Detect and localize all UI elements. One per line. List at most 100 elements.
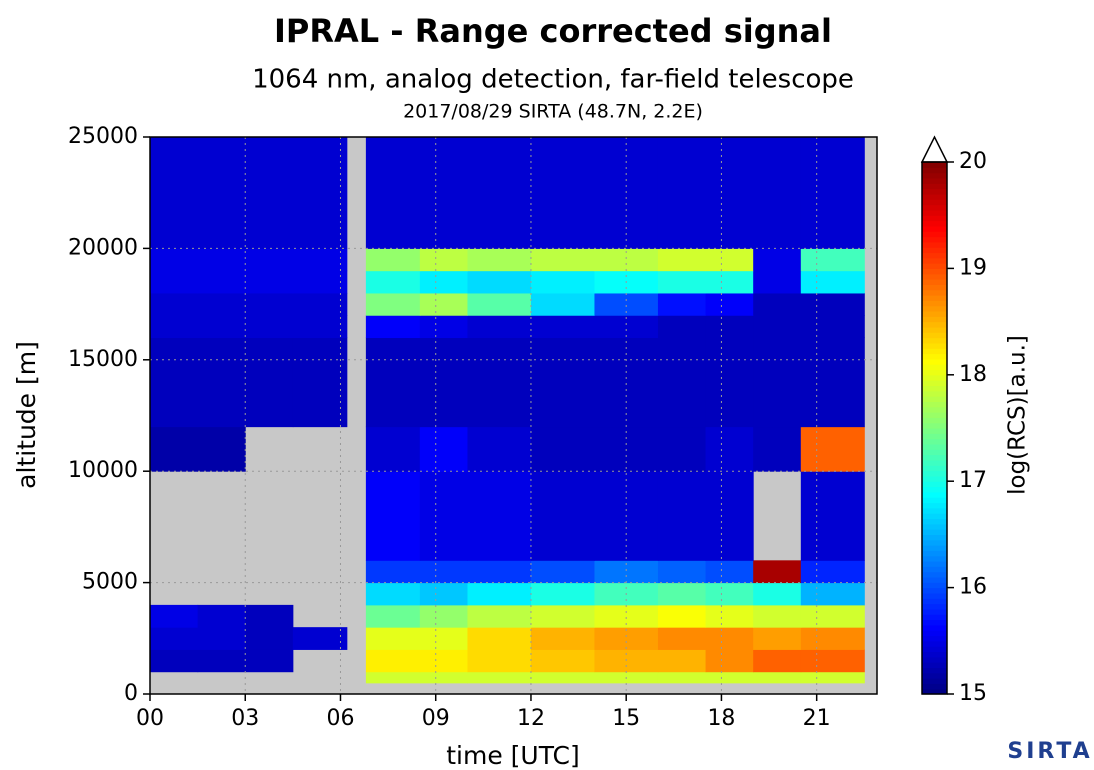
heatmap-cell	[150, 292, 199, 316]
x-tick-label: 09	[422, 706, 450, 731]
heatmap-cell	[292, 248, 348, 272]
colorbar-segment	[922, 486, 947, 493]
colorbar-segment	[922, 337, 947, 344]
heatmap-cell	[150, 248, 199, 272]
colorbar-segment	[922, 475, 947, 482]
heatmap-cell	[753, 627, 802, 650]
heatmap-cell	[419, 560, 468, 584]
heatmap-cell	[197, 315, 246, 339]
heatmap-cell	[753, 337, 802, 428]
heatmap-cell	[800, 248, 865, 272]
heatmap-cell	[530, 627, 595, 650]
colorbar-segment	[922, 603, 947, 610]
heatmap-cell	[800, 270, 865, 294]
heatmap-cell	[197, 604, 246, 628]
heatmap-cell	[705, 315, 754, 339]
chart-subtitle: 2017/08/29 SIRTA (48.7N, 2.2E)	[403, 101, 703, 123]
heatmap-cell	[800, 671, 865, 684]
heatmap-cell	[245, 604, 294, 628]
heatmap-cell	[419, 627, 468, 650]
heatmap-cell	[800, 137, 865, 249]
colorbar-segment	[922, 305, 947, 312]
heatmap-cell	[657, 671, 707, 684]
colorbar-segment	[922, 422, 947, 429]
y-tick-label: 0	[124, 681, 138, 706]
heatmap-cell	[530, 137, 595, 249]
colorbar-segment	[922, 241, 947, 248]
colorbar-segment	[922, 454, 947, 461]
colorbar-segment	[922, 289, 947, 296]
heatmap-cell	[150, 604, 199, 628]
heatmap-cell	[365, 627, 421, 650]
heatmap-cell	[705, 471, 754, 561]
heatmap-cell	[419, 292, 468, 316]
heatmap-cell	[365, 560, 421, 584]
colorbar-segment	[922, 678, 947, 684]
colorbar-segment	[922, 672, 947, 679]
x-tick-label: 18	[707, 706, 735, 731]
colorbar-segment	[922, 688, 947, 695]
heatmap-cell	[292, 270, 348, 294]
heatmap-cell	[753, 270, 802, 294]
colorbar-segment	[922, 630, 947, 637]
heatmap-cell	[365, 649, 421, 673]
heatmap-cell	[365, 270, 421, 294]
heatmap-cell	[467, 471, 532, 561]
colorbar-segment	[922, 177, 947, 184]
y-tick-label: 25000	[68, 124, 138, 149]
colorbar-segment	[922, 167, 947, 174]
heatmap-cell	[419, 604, 468, 628]
colorbar-segment	[922, 449, 947, 456]
heatmap-cell	[292, 627, 348, 650]
colorbar-segment	[922, 614, 947, 621]
heatmap-cell	[245, 315, 294, 339]
heatmap-cell	[657, 248, 707, 272]
heatmap-cell	[419, 248, 468, 272]
heatmap-cell	[753, 426, 802, 472]
heatmap-cell	[657, 560, 707, 584]
heatmap-cell	[705, 137, 754, 249]
heatmap-cell	[245, 270, 294, 294]
colorbar-segment	[922, 364, 947, 371]
colorbar-segment	[922, 433, 947, 440]
heatmap-cell	[245, 337, 294, 428]
heatmap-cell	[292, 292, 348, 316]
heatmap-cell	[800, 627, 865, 650]
heatmap-cell	[530, 292, 595, 316]
colorbar-tick-label: 18	[959, 362, 987, 387]
colorbar-segment	[922, 385, 947, 392]
heatmap-cell	[594, 248, 659, 272]
heatmap-cell	[245, 137, 294, 249]
heatmap-cell	[800, 315, 865, 339]
heatmap-cell	[245, 292, 294, 316]
heatmap-cell	[800, 582, 865, 606]
colorbar-segment	[922, 438, 947, 445]
heatmap-cell	[197, 248, 246, 272]
colorbar-segment	[922, 651, 947, 658]
colorbar-segment	[922, 518, 947, 525]
colorbar-segment	[922, 257, 947, 264]
colorbar-segment	[922, 204, 947, 211]
colorbar-segment	[922, 183, 947, 190]
colorbar-segment	[922, 640, 947, 647]
chart-subtitle: 1064 nm, analog detection, far-field tel…	[252, 65, 854, 95]
colorbar-segment	[922, 268, 947, 275]
heatmap-cell	[800, 471, 865, 561]
colorbar-label: log(RCS)[a.u.]	[1005, 335, 1031, 495]
colorbar-segment	[922, 507, 947, 514]
heatmap-cell	[705, 292, 754, 316]
heatmap-cell	[594, 315, 659, 339]
heatmap-cell	[467, 248, 532, 272]
heatmap-cell	[150, 426, 199, 472]
colorbar-extend	[920, 135, 949, 163]
colorbar-segment	[922, 263, 947, 269]
colorbar-tick-label: 19	[959, 255, 987, 280]
colorbar-segment	[922, 215, 947, 222]
colorbar-segment	[922, 342, 947, 349]
colorbar-segment	[922, 209, 947, 216]
heatmap-cell	[657, 471, 707, 561]
heatmap-cell	[657, 582, 707, 606]
colorbar-segment	[922, 470, 947, 477]
heatmap-cell	[753, 582, 802, 606]
heatmap-cell	[365, 471, 421, 561]
